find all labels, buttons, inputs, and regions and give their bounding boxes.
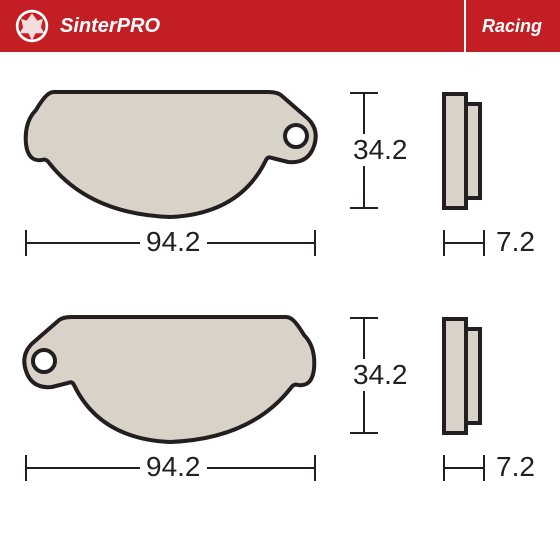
dim-line (443, 242, 485, 244)
brand-logo-icon (14, 8, 50, 44)
top-pad-side (440, 90, 486, 212)
dim-line (443, 467, 485, 469)
top-width-label: 94.2 (140, 226, 207, 258)
bottom-thick-label: 7.2 (496, 451, 535, 483)
bottom-pad-side (440, 315, 486, 437)
header-bar: SinterPRO Racing (0, 0, 560, 52)
top-thick-label: 7.2 (496, 226, 535, 258)
page: SinterPRO Racing 34.2 94.2 (0, 0, 560, 560)
bottom-width-label: 94.2 (140, 451, 207, 483)
bottom-height-label: 34.2 (350, 359, 411, 391)
header-right: Racing (464, 0, 542, 52)
bottom-pad-face (20, 307, 320, 452)
header-separator (464, 0, 466, 52)
category-label: Racing (482, 16, 542, 37)
diagram-area: 34.2 94.2 7.2 34.2 94.2 (0, 52, 560, 560)
brand-name: SinterPRO (60, 15, 160, 38)
top-height-label: 34.2 (350, 134, 411, 166)
header-left: SinterPRO (14, 8, 160, 44)
top-pad-face (20, 82, 320, 227)
